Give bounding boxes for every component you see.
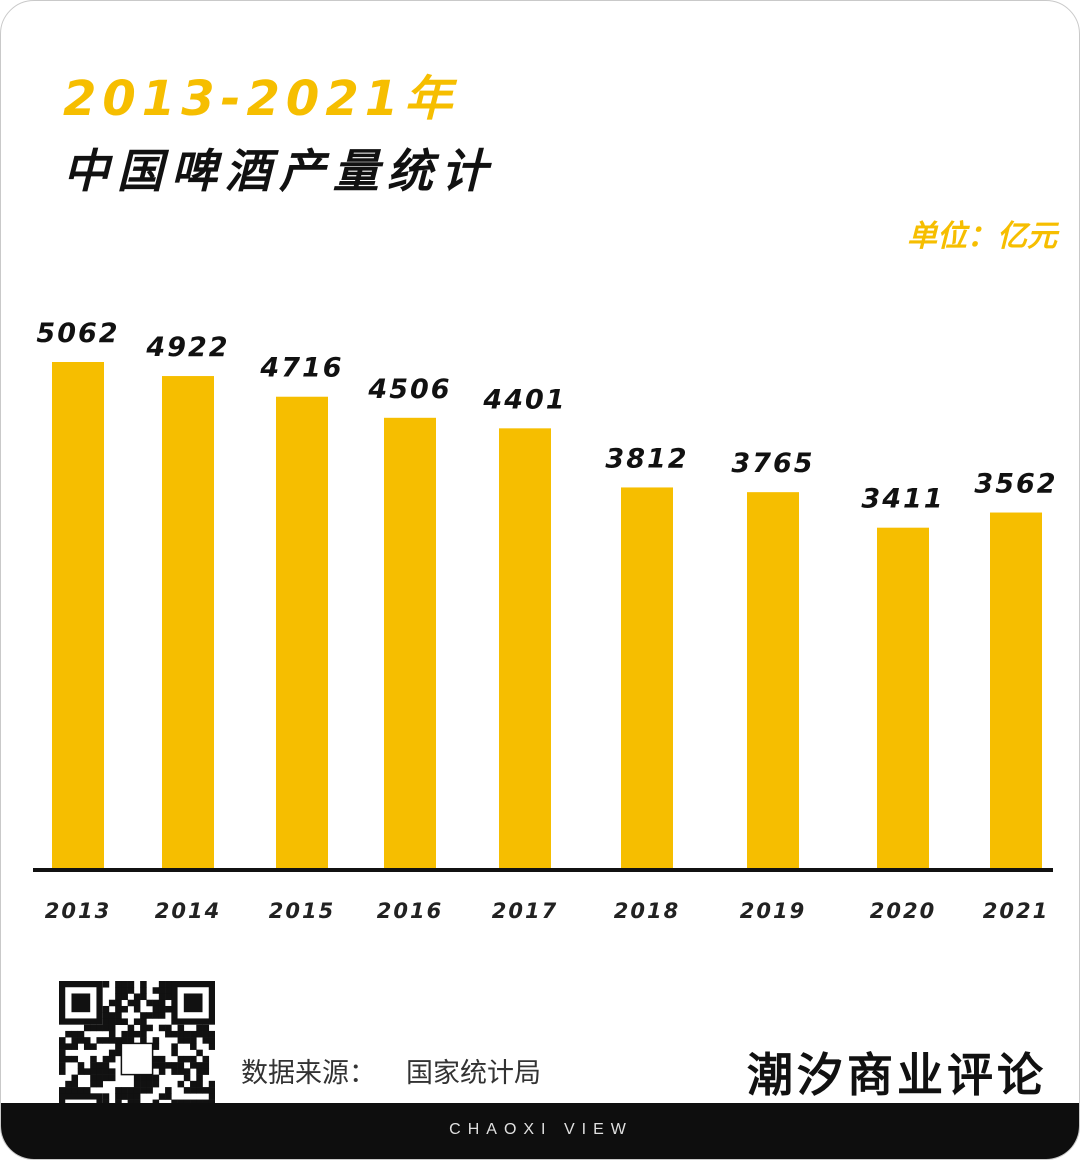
data-source: 数据来源： 国家统计局 bbox=[241, 1051, 541, 1090]
value-label-2020: 3411 bbox=[861, 484, 944, 515]
value-label-2016: 4506 bbox=[367, 374, 451, 405]
category-label-2013: 2013 bbox=[45, 899, 111, 923]
category-label-2020: 2020 bbox=[870, 899, 936, 923]
footer-tagline: CHAOXI VIEW bbox=[449, 1121, 633, 1138]
value-label-2018: 3812 bbox=[605, 443, 688, 474]
bar-2018 bbox=[621, 487, 673, 870]
bar-2015 bbox=[276, 396, 328, 870]
category-label-2015: 2015 bbox=[269, 899, 335, 923]
category-label-2021: 2021 bbox=[983, 899, 1049, 923]
footer-bar: CHAOXI VIEW bbox=[1, 1103, 1079, 1159]
bar-2014 bbox=[162, 376, 214, 870]
bar-2016 bbox=[384, 417, 436, 870]
value-label-2013: 5062 bbox=[36, 318, 119, 349]
bar-2017 bbox=[499, 428, 551, 870]
bar-chart: 5062 2013 4922 2014 4716 2015 4506 2016 4401 2017… bbox=[33, 318, 1057, 923]
value-label-2021: 3562 bbox=[974, 469, 1057, 500]
category-label-2014: 2014 bbox=[155, 899, 221, 923]
value-label-2015: 4716 bbox=[259, 353, 343, 384]
page-title: 中国啤酒产量统计 bbox=[63, 144, 495, 198]
value-label-2014: 4922 bbox=[145, 332, 229, 363]
category-label-2019: 2019 bbox=[740, 899, 806, 923]
source-label: 数据来源： bbox=[241, 1058, 376, 1089]
value-label-2017: 4401 bbox=[482, 384, 566, 415]
category-label-2018: 2018 bbox=[614, 899, 680, 923]
source-value: 国家统计局 bbox=[406, 1058, 541, 1089]
bar-2021 bbox=[990, 512, 1042, 870]
bar-2019 bbox=[747, 492, 799, 870]
bar-2013 bbox=[52, 362, 104, 870]
category-label-2017: 2017 bbox=[492, 899, 558, 923]
title-years: 2013-2021年 bbox=[63, 71, 459, 127]
bar-2020 bbox=[877, 527, 929, 870]
value-label-2019: 3765 bbox=[731, 448, 814, 479]
unit-label: 单位：亿元 bbox=[907, 219, 1057, 254]
category-label-2016: 2016 bbox=[377, 899, 443, 923]
brand-logo: 潮汐商业评论 bbox=[747, 1048, 1047, 1102]
